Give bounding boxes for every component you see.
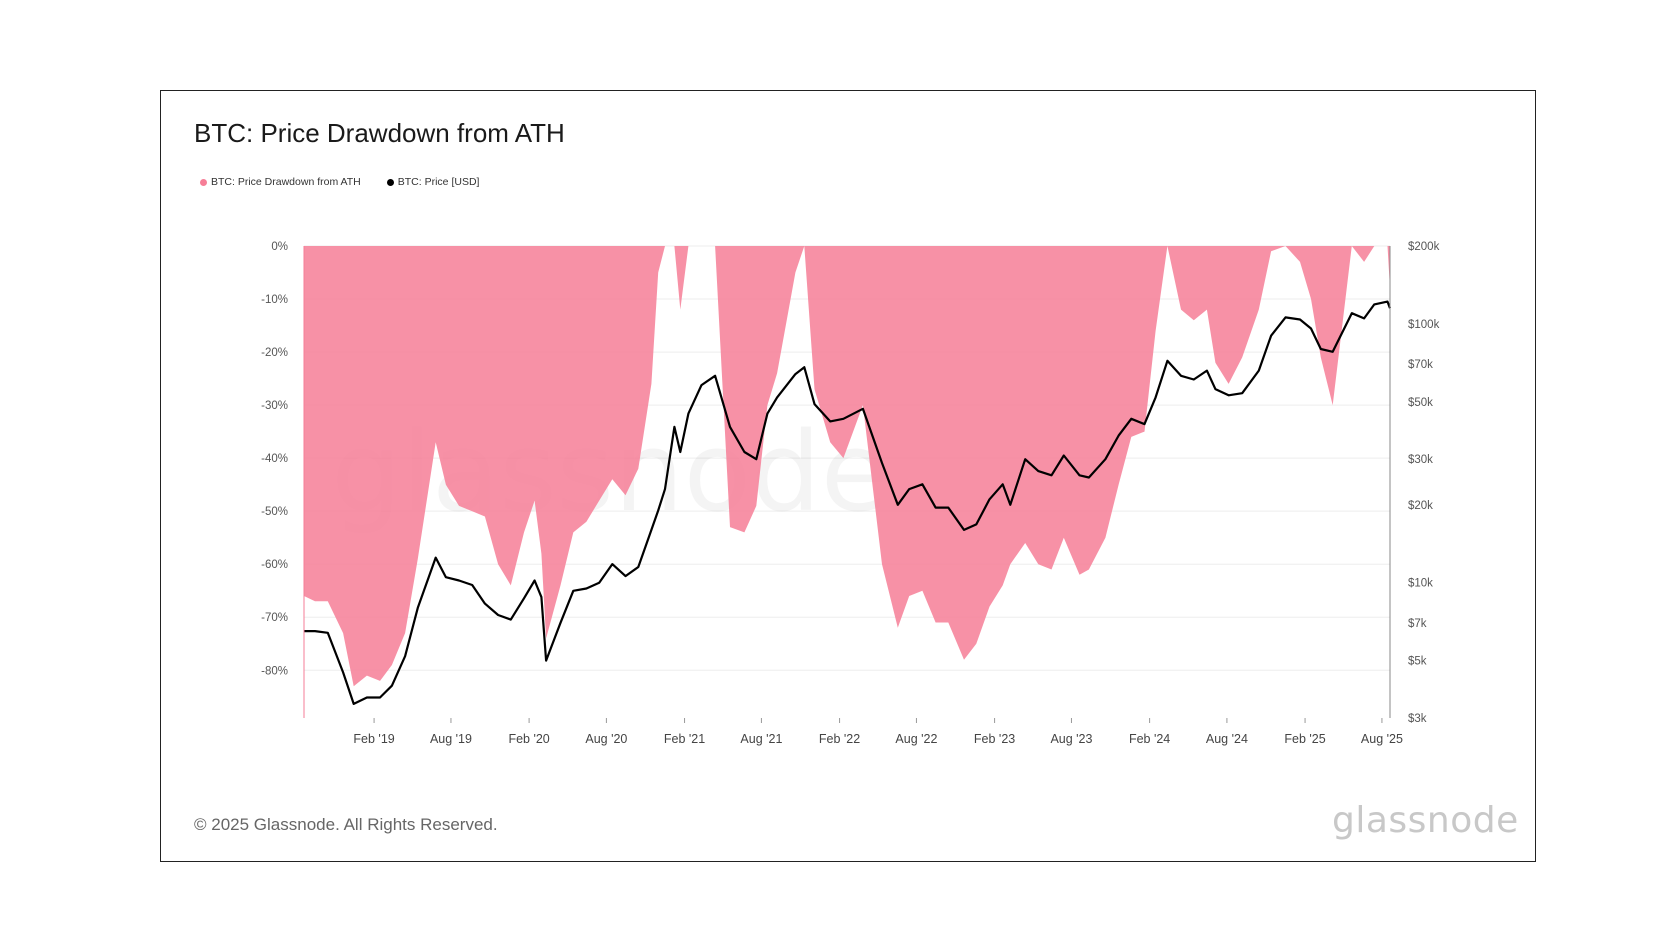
right-tick-label: $20k [1408, 500, 1433, 512]
left-tick-label: -80% [261, 665, 288, 677]
chart-legend: BTC: Price Drawdown from ATH BTC: Price … [200, 176, 479, 188]
x-tick-label: Feb '22 [819, 732, 860, 746]
right-tick-label: $10k [1408, 578, 1433, 590]
left-tick-label: -60% [261, 559, 288, 571]
right-tick-label: $50k [1408, 397, 1433, 409]
right-tick-label: $30k [1408, 454, 1433, 466]
price-line [304, 300, 1392, 705]
right-tick-label: $200k [1408, 241, 1440, 253]
legend-swatch-drawdown [200, 178, 207, 186]
right-tick-label: $100k [1408, 319, 1440, 331]
right-tick-label: $5k [1408, 656, 1427, 668]
drawdown-area [304, 246, 1390, 687]
right-tick-label: $7k [1408, 618, 1427, 630]
x-tick-label: Aug '20 [585, 732, 627, 746]
x-tick-label: Feb '24 [1129, 732, 1170, 746]
x-tick-label: Feb '23 [974, 732, 1015, 746]
left-tick-label: -40% [261, 453, 288, 465]
left-tick-label: 0% [271, 241, 288, 253]
x-tick-label: Aug '23 [1050, 732, 1092, 746]
x-tick-label: Feb '19 [353, 732, 394, 746]
legend-item-price[interactable]: BTC: Price [USD] [386, 176, 480, 188]
x-tick-label: Aug '19 [430, 732, 472, 746]
chart-title: BTC: Price Drawdown from ATH [194, 118, 565, 148]
x-tick-label: Aug '21 [740, 732, 782, 746]
x-tick-label: Feb '20 [508, 732, 549, 746]
copyright-footer: © 2025 Glassnode. All Rights Reserved. [194, 815, 498, 834]
legend-label-drawdown: BTC: Price Drawdown from ATH [211, 176, 361, 188]
x-tick-label: Aug '24 [1206, 732, 1248, 746]
left-tick-label: -50% [261, 506, 288, 518]
x-tick-label: Aug '22 [895, 732, 937, 746]
right-axis-ticks: $200k $100k $70k $50k $30k $20k $10k $7k $5k $3k [1408, 241, 1440, 725]
x-tick-label: Feb '25 [1284, 732, 1325, 746]
x-tick-label: Aug '25 [1361, 732, 1403, 746]
legend-swatch-price [386, 178, 394, 186]
legend-item-drawdown[interactable]: BTC: Price Drawdown from ATH [200, 176, 361, 188]
brand-logo: glassnode [1332, 800, 1519, 841]
right-tick-label: $3k [1408, 713, 1427, 725]
left-tick-label: -70% [261, 612, 288, 624]
left-tick-label: -10% [261, 294, 288, 306]
x-tick-label: Feb '21 [664, 732, 705, 746]
x-axis-ticks: Feb '19 Aug '19 Feb '20 Aug '20 Feb '21 Aug '… [353, 718, 1403, 746]
legend-label-price: BTC: Price [USD] [397, 176, 480, 188]
left-tick-label: -20% [261, 347, 288, 359]
left-axis-ticks: 0% -10% -20% -30% -40% -50% -60% -70% -80% [261, 241, 288, 677]
left-tick-label: -30% [261, 400, 288, 412]
right-tick-label: $70k [1408, 359, 1433, 371]
